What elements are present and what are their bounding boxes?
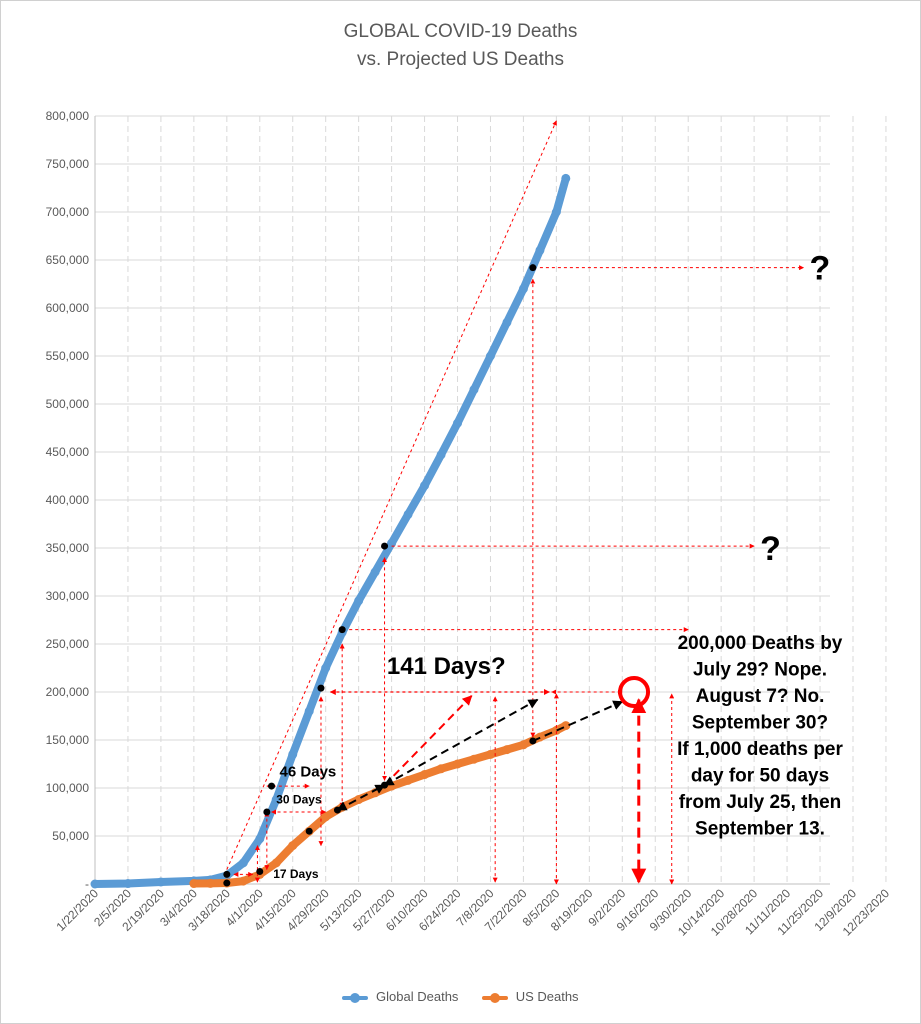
series-point-us <box>189 879 199 889</box>
y-tick-label: 400,000 <box>46 493 90 507</box>
annotation-note-line: August 7? No. <box>696 686 825 707</box>
series-point-global <box>551 207 561 217</box>
y-tick-label: 450,000 <box>46 445 90 459</box>
y-tick-label: 550,000 <box>46 349 90 363</box>
series-point-us <box>205 878 215 888</box>
marker-dot <box>223 879 231 887</box>
legend: Global Deaths US Deaths <box>0 988 921 1004</box>
annotation-note-line: day for 50 days <box>691 766 829 787</box>
legend-item-global: Global Deaths <box>342 989 458 1004</box>
series-point-global <box>387 538 397 548</box>
series-point-us <box>436 764 446 774</box>
annotation-46-days: 46 Days <box>280 763 337 780</box>
annotation-note-line: 200,000 Deaths by <box>678 633 843 654</box>
series-point-global <box>90 879 100 889</box>
series-point-us <box>485 749 495 759</box>
legend-label-us: US Deaths <box>515 989 579 1005</box>
series-point-global <box>485 351 495 361</box>
x-tick-label: 1/22/2020 <box>53 886 101 934</box>
chart-title-block: GLOBAL COVID-19 Deaths vs. Projected US … <box>0 18 921 74</box>
y-tick-label: 700,000 <box>46 205 90 219</box>
marker-dot <box>223 870 231 878</box>
annotation-141-days: 141 Days? <box>387 653 506 680</box>
series-point-global <box>255 834 265 844</box>
series-point-global <box>469 385 479 395</box>
series-point-global <box>123 879 133 889</box>
annotation-note-line: September 13. <box>695 819 825 840</box>
annotation-question-1: ? <box>810 250 831 288</box>
series-point-global <box>238 858 248 868</box>
series-point-us <box>502 745 512 755</box>
y-tick-label: 300,000 <box>46 589 90 603</box>
series-point-global <box>271 795 281 805</box>
trend-arrow <box>226 120 557 870</box>
y-tick-label: 50,000 <box>52 829 89 843</box>
y-tick-label: 600,000 <box>46 301 90 315</box>
us-black-diag-3 <box>532 700 624 742</box>
us-black-diag-1 <box>336 784 386 811</box>
marker-dot <box>263 808 271 816</box>
y-tick-label: 100,000 <box>46 781 90 795</box>
series-point-global <box>420 481 430 491</box>
series-point-global <box>453 418 463 428</box>
legend-swatch-us <box>482 992 509 1003</box>
marker-dot <box>333 806 341 814</box>
series-point-us <box>271 858 281 868</box>
y-tick-label: 750,000 <box>46 157 90 171</box>
series-point-us <box>403 775 413 785</box>
marker-dot <box>305 827 313 835</box>
y-tick-label: 800,000 <box>46 109 90 123</box>
series-point-global <box>354 596 364 606</box>
annotation-30-days: 30 Days <box>276 792 322 806</box>
y-tick-label: 650,000 <box>46 253 90 267</box>
series-point-global <box>403 509 413 519</box>
series-point-global <box>502 317 512 327</box>
legend-swatch-global <box>342 992 369 1003</box>
series-point-global <box>436 450 446 460</box>
legend-label-global: Global Deaths <box>376 989 459 1005</box>
y-tick-label: 200,000 <box>46 685 90 699</box>
y-tick-label: 500,000 <box>46 397 90 411</box>
marker-dot <box>529 737 537 745</box>
legend-item-us: US Deaths <box>482 989 579 1004</box>
marker-dot <box>268 782 276 790</box>
annotation-note-line: September 30? <box>692 713 828 734</box>
series-point-global <box>304 706 314 716</box>
marker-dot <box>256 868 264 876</box>
series-point-us <box>321 812 331 822</box>
y-tick-label: 150,000 <box>46 733 90 747</box>
chart-title: GLOBAL COVID-19 Deaths <box>343 21 578 42</box>
series-point-global <box>535 245 545 255</box>
series-point-global <box>518 284 528 294</box>
marker-dot <box>529 264 537 272</box>
y-tick-label: 250,000 <box>46 637 90 651</box>
chart-subtitle: vs. Projected US Deaths <box>357 49 564 70</box>
series-point-us <box>453 759 463 769</box>
marker-dot <box>381 542 389 550</box>
series-point-us <box>518 740 528 750</box>
series-point-us <box>420 770 430 780</box>
marker-dot <box>338 626 346 634</box>
projection-circle <box>618 676 651 708</box>
series-point-us <box>238 876 248 886</box>
marker-dot <box>381 781 389 789</box>
series-point-global <box>321 663 331 673</box>
series-point-us <box>288 841 298 851</box>
annotation-note-line: from July 25, then <box>679 792 842 813</box>
us-black-diag-2 <box>383 698 539 786</box>
y-tick-label: 350,000 <box>46 541 90 555</box>
y-tick-label: - <box>85 877 89 891</box>
annotation-note-line: If 1,000 deaths per <box>677 739 843 760</box>
series-point-global <box>370 567 380 577</box>
annotation-question-2: ? <box>760 530 781 568</box>
annotation-note-line: July 29? Nope. <box>693 660 827 681</box>
annotation-17-days: 17 Days <box>273 867 319 881</box>
series-point-global <box>156 877 166 887</box>
series-point-global <box>561 173 571 183</box>
series-point-us <box>469 754 479 764</box>
marker-dot <box>317 684 325 692</box>
series-point-global <box>288 749 298 759</box>
